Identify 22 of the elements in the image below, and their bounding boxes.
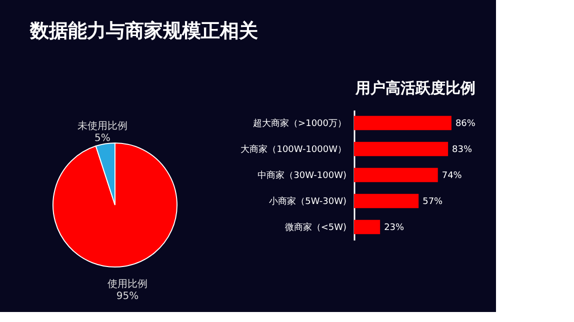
pie-slice: [52, 142, 178, 268]
data-label: 86%: [455, 119, 476, 129]
chart-title: 数据能力与商家规模正相关: [29, 20, 258, 42]
slice-label: 使用比例: [108, 278, 148, 290]
slice-label: 未使用比例: [77, 120, 128, 132]
y-tick-label: 大商家（100W-1000W）: [240, 144, 346, 155]
data-label: 95%: [116, 291, 139, 302]
bar: [354, 220, 380, 234]
y-tick-label: 超大商家（>1000万）: [253, 118, 346, 129]
y-tick-label: 微商家（<5W): [284, 222, 346, 233]
data-label: 74%: [442, 171, 462, 181]
chart-title: 用户高活跃度比例: [354, 79, 476, 97]
data-label: 57%: [422, 197, 444, 207]
data-label: 23%: [384, 223, 405, 233]
bar: [354, 116, 452, 130]
data-label: 5%: [94, 132, 110, 144]
y-tick-label: 中商家（30W-100W): [258, 170, 346, 181]
bar: [354, 142, 448, 156]
bar: [354, 194, 419, 208]
bar: [354, 168, 438, 182]
y-tick-label: 小商家（5W-30W): [269, 196, 346, 207]
data-label: 83%: [452, 145, 473, 155]
